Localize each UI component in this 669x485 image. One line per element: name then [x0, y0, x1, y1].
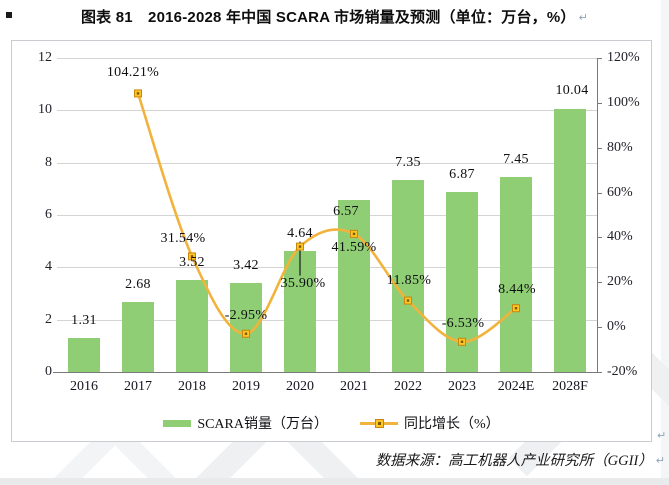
right-axis-tick — [597, 147, 602, 149]
x-axis-category-label: 2028F — [552, 379, 588, 394]
legend-label-growth: 同比增长（%） — [404, 417, 500, 432]
paragraph-return-icon: ↵ — [657, 429, 667, 442]
right-axis-tick — [597, 282, 602, 284]
legend-item-sales: SCARA销量（万台） — [163, 413, 328, 433]
x-axis-category-label: 2016 — [70, 379, 98, 394]
data-source-text: 数据来源：高工机器人产业研究所（GGII） — [375, 453, 653, 469]
paragraph-return-icon: ↵ — [578, 11, 589, 24]
bar-2020 — [284, 250, 316, 372]
bar-value-label: 2.68 — [125, 276, 151, 292]
x-axis-category-label: 2019 — [232, 379, 260, 394]
x-axis-line — [53, 372, 601, 373]
bar-series-swatch — [163, 419, 192, 427]
chart-title-text: 图表 81 2016-2028 年中国 SCARA 市场销量及预测（单位：万台，… — [80, 9, 576, 26]
left-axis-tick-label: 4 — [45, 259, 52, 275]
page-edge-shade — [661, 0, 669, 485]
legend-item-growth: 同比增长（%） — [360, 413, 500, 433]
gridline — [57, 58, 597, 59]
bar-2028F — [554, 109, 586, 372]
right-axis-tick — [597, 237, 602, 239]
bar-2018 — [176, 279, 208, 372]
right-axis-tick-label: 120% — [607, 50, 640, 65]
bar-value-label: 1.31 — [71, 312, 97, 328]
window-bottom-strip — [0, 478, 669, 485]
x-axis-category-label: 2022 — [394, 379, 422, 394]
growth-value-label: 35.90% — [280, 275, 326, 291]
right-axis-tick-label: 40% — [607, 229, 633, 245]
right-axis-tick-label: 100% — [607, 94, 640, 110]
bar-value-label: 7.45 — [503, 152, 529, 168]
left-axis-tick-label: 0 — [45, 364, 52, 379]
line-marker-dot — [136, 92, 140, 95]
bar-2019 — [230, 282, 262, 372]
bar-value-label: 3.42 — [233, 257, 259, 273]
growth-value-label: 104.21% — [106, 65, 160, 81]
x-axis-category-label: 2017 — [124, 379, 152, 394]
chart-legend: SCARA销量（万台） 同比增长（%） — [12, 412, 651, 434]
bar-value-label: 6.87 — [449, 167, 475, 183]
right-axis-tick-label: 80% — [607, 139, 633, 155]
right-axis-tick — [597, 192, 602, 194]
growth-value-label: -2.95% — [224, 307, 268, 323]
bar-2017 — [122, 301, 154, 372]
line-marker — [134, 89, 142, 98]
left-axis-tick-label: 2 — [45, 311, 52, 327]
right-axis-tick-label: 0% — [607, 319, 626, 335]
x-axis-category-label: 2018 — [178, 379, 206, 394]
line-marker-dot — [298, 245, 302, 248]
left-axis-tick-label: 8 — [45, 154, 52, 170]
bar-value-label: 6.57 — [333, 204, 359, 220]
legend-label-sales: SCARA销量（万台） — [197, 417, 328, 432]
growth-value-label: 31.54% — [160, 231, 206, 247]
left-axis-tick-label: 6 — [45, 207, 52, 222]
x-axis-category-label: 2021 — [340, 379, 368, 394]
left-axis-tick-label: 12 — [38, 50, 52, 65]
line-series-swatch — [360, 418, 398, 428]
list-bullet-icon — [6, 12, 12, 18]
bar-2024E — [500, 177, 532, 372]
x-axis-category-label: 2020 — [286, 379, 314, 394]
growth-value-label: -6.53% — [441, 315, 485, 331]
bar-value-label: 10.04 — [555, 83, 589, 99]
chart-container: 120% 100% 80% 60% 40% 20% 0% -20% 12 10 8 6 4 2 0 2016 2… — [11, 40, 652, 442]
right-axis-tick — [597, 102, 602, 104]
growth-value-label: 41.59% — [331, 239, 377, 255]
paragraph-return-icon: ↵ — [655, 454, 665, 467]
growth-value-label: 11.85% — [386, 272, 432, 288]
chart-title: 图表 81 2016-2028 年中国 SCARA 市场销量及预测（单位：万台，… — [0, 6, 669, 27]
left-axis-tick-label: 10 — [38, 102, 52, 118]
bar-2016 — [68, 337, 100, 372]
growth-value-label: 8.44% — [498, 282, 536, 298]
right-axis-tick — [597, 372, 602, 373]
x-axis-category-label: 2024E — [497, 379, 535, 394]
right-axis-line — [597, 58, 598, 372]
data-source-note: 数据来源：高工机器人产业研究所（GGII） ↵ — [376, 449, 665, 470]
right-axis-tick — [597, 327, 602, 329]
right-axis-tick-label: 60% — [607, 184, 633, 200]
right-axis-tick — [597, 58, 602, 59]
x-axis-category-label: 2023 — [448, 379, 476, 394]
right-axis-tick-label: 20% — [607, 274, 633, 290]
right-axis-tick-label: -20% — [607, 364, 638, 379]
line-marker — [296, 242, 304, 251]
gridline — [57, 110, 597, 112]
